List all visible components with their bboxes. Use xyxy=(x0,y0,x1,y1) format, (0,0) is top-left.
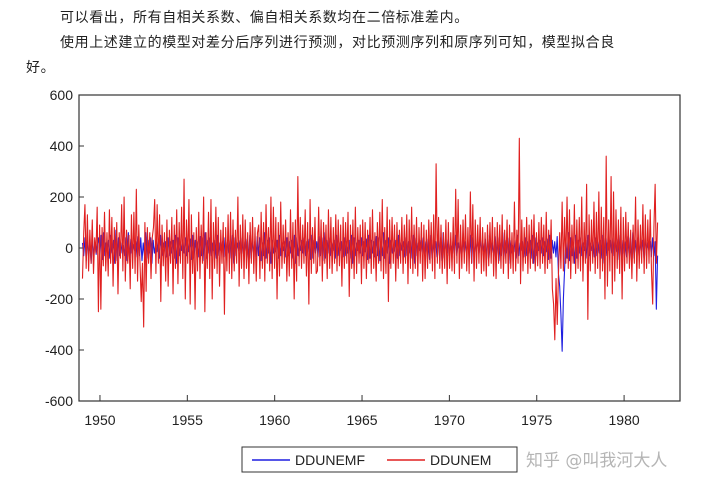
x-tick-label: 1960 xyxy=(259,412,290,428)
y-tick-label: 400 xyxy=(50,138,74,154)
x-tick-label: 1955 xyxy=(172,412,203,428)
x-axis-ticks: 1950 1955 1960 1965 1970 1975 1980 xyxy=(84,395,640,428)
legend: DDUNEMF DDUNEM xyxy=(241,446,518,473)
watermark: 知乎 @叫我河大人 xyxy=(526,451,667,471)
series-lines xyxy=(81,137,659,352)
x-tick-label: 1970 xyxy=(434,412,465,428)
paragraph-line-2: 使用上述建立的模型对差分后序列进行预测，对比预测序列和原序列可知，模型拟合良 xyxy=(60,35,615,51)
y-tick-label: -400 xyxy=(45,342,73,358)
x-tick-label: 1950 xyxy=(84,412,115,428)
y-tick-label: 200 xyxy=(50,189,74,205)
y-tick-label: -200 xyxy=(45,291,73,307)
legend-label-ddunemf: DDUNEMF xyxy=(295,452,365,468)
y-tick-label: -600 xyxy=(45,393,73,409)
paragraph-line-1: 可以看出，所有自相关系数、偏自相关系数均在二倍标准差内。 xyxy=(60,10,469,26)
y-tick-label: 0 xyxy=(65,240,73,256)
x-tick-label: 1980 xyxy=(609,412,640,428)
y-axis-ticks: -600 -400 -200 0 200 400 600 xyxy=(45,87,84,409)
x-tick-label: 1975 xyxy=(521,412,552,428)
paragraph-line-3: 好。 xyxy=(26,60,56,76)
legend-label-ddunem: DDUNEM xyxy=(430,452,491,468)
y-tick-label: 600 xyxy=(50,87,74,103)
x-tick-label: 1965 xyxy=(346,412,377,428)
series-line-ddunem xyxy=(81,137,659,341)
